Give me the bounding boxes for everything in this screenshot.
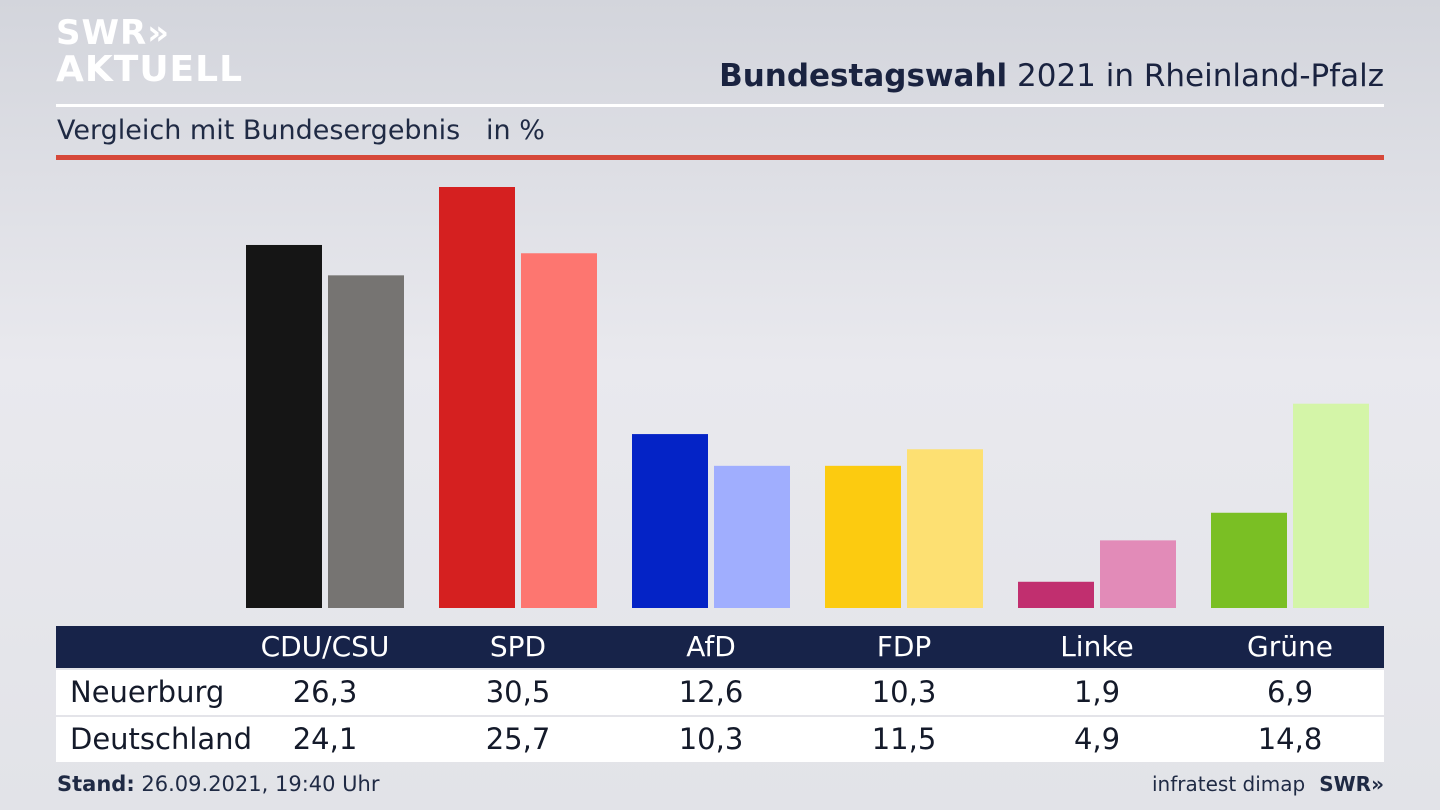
value-label: 25,7: [485, 722, 551, 756]
category-label: SPD: [489, 630, 547, 663]
title-bold: Bundestagswahl: [719, 58, 1008, 94]
source-text: infratest dimap: [1152, 772, 1306, 796]
accent-divider: [56, 155, 1384, 160]
stand-value: 26.09.2021, 19:40 Uhr: [134, 772, 380, 796]
chart-subtitle: Vergleich mit Bundesergebnis in %: [57, 115, 545, 146]
value-label: 26,3: [292, 675, 358, 709]
source-credit: infratest dimap SWR»: [1152, 772, 1384, 796]
logo-line-2: AKTUELL: [56, 49, 244, 90]
bar-neuerburg-4: [1018, 581, 1094, 608]
page-title: Bundestagswahl 2021 in Rheinland-Pfalz: [719, 58, 1384, 94]
table-row-neuerburg: Neuerburg 26,3 30,5 12,6 10,3 1,9 6,9: [56, 670, 1384, 715]
value-label: 10,3: [678, 722, 744, 756]
value-label: 11,5: [871, 722, 937, 756]
value-label: 14,8: [1257, 722, 1323, 756]
category-label: CDU/CSU: [260, 630, 390, 663]
row-label: Neuerburg: [70, 675, 225, 709]
value-label: 30,5: [485, 675, 551, 709]
timestamp: Stand: 26.09.2021, 19:40 Uhr: [57, 772, 380, 796]
bar-deutschland-1: [521, 253, 597, 608]
bar-neuerburg-1: [439, 187, 515, 608]
title-divider: [56, 104, 1384, 107]
footer-swr-logo: SWR»: [1319, 772, 1384, 796]
bar-deutschland-0: [328, 275, 404, 608]
value-label: 4,9: [1073, 722, 1121, 756]
title-rest: 2021 in Rheinland-Pfalz: [1007, 58, 1384, 94]
category-label: Linke: [1060, 630, 1134, 663]
table-row-deutschland: Deutschland 24,1 25,7 10,3 11,5 4,9 14,8: [56, 717, 1384, 762]
value-label: 6,9: [1266, 675, 1314, 709]
bar-deutschland-4: [1100, 540, 1176, 608]
category-label: Grüne: [1247, 630, 1333, 663]
value-label: 10,3: [871, 675, 937, 709]
category-label: AfD: [686, 630, 736, 663]
bar-neuerburg-2: [632, 434, 708, 608]
bar-neuerburg-0: [246, 244, 322, 609]
value-label: 24,1: [292, 722, 358, 756]
bar-neuerburg-3: [825, 465, 901, 608]
results-table: CDU/CSU SPD AfD FDP Linke Grüne Neuerburg 26,…: [56, 626, 1384, 762]
stand-label: Stand:: [57, 772, 135, 796]
logo-line-1: SWR»: [56, 13, 171, 53]
bar-neuerburg-5: [1211, 512, 1287, 608]
row-label: Deutschland: [70, 722, 252, 756]
swr-aktuell-logo: SWR» AKTUELL: [56, 16, 243, 88]
bar-deutschland-3: [907, 449, 983, 608]
bar-deutschland-2: [714, 465, 790, 608]
value-label: 1,9: [1073, 675, 1121, 709]
value-label: 12,6: [678, 675, 744, 709]
bar-deutschland-5: [1293, 403, 1369, 608]
category-label: FDP: [876, 630, 932, 663]
table-header: CDU/CSU SPD AfD FDP Linke Grüne: [56, 626, 1384, 668]
